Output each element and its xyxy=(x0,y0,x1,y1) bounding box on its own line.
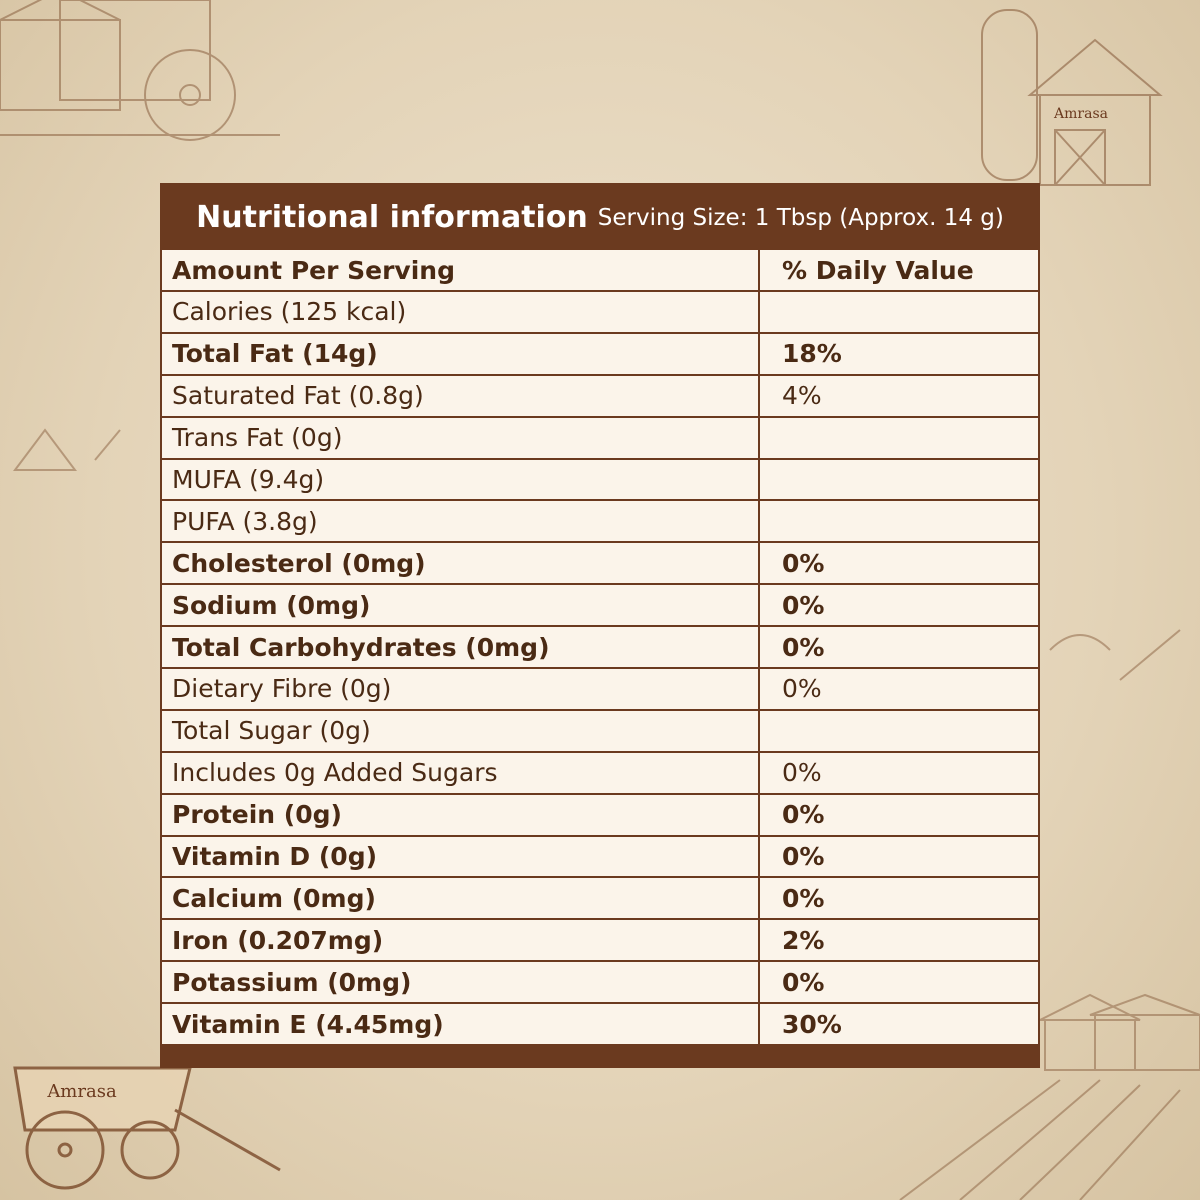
nutrient-name: Potassium (0mg) xyxy=(162,962,760,1003)
nutrition-table: Nutritional information Serving Size: 1 … xyxy=(160,183,1040,1068)
nutrient-name: Total Sugar (0g) xyxy=(162,710,760,751)
table-row: Sodium (0mg) 0% xyxy=(162,585,1038,628)
table-row: Saturated Fat (0.8g) 4% xyxy=(162,375,1038,418)
nutrient-name: Dietary Fibre (0g) xyxy=(162,669,760,709)
table-row: Total Carbohydrates (0mg) 0% xyxy=(162,627,1038,670)
table-row: Calories (125 kcal) xyxy=(162,292,1038,334)
daily-value: 4% xyxy=(782,381,822,411)
daily-value: 0% xyxy=(782,967,825,997)
serving-size: Serving Size: 1 Tbsp (Approx. 14 g) xyxy=(597,204,1004,231)
nutrient-name: Iron (0.207mg) xyxy=(162,920,760,961)
nutrient-name: Includes 0g Added Sugars xyxy=(162,752,760,793)
table-row: Vitamin D (0g) 0% xyxy=(162,836,1038,879)
daily-value: 0% xyxy=(782,674,822,704)
column-header: % Daily Value xyxy=(782,255,974,285)
daily-value: 30% xyxy=(782,1009,842,1039)
table-footer xyxy=(162,1044,1038,1066)
nutrient-name: Total Fat (14g) xyxy=(162,333,760,374)
daily-value: 0% xyxy=(782,800,825,830)
barn-label: Amrasa xyxy=(1053,106,1108,122)
table-row: Trans Fat (0g) xyxy=(162,417,1038,460)
daily-value xyxy=(760,292,1038,332)
daily-value: 18% xyxy=(782,339,842,369)
daily-value: 0% xyxy=(782,590,825,620)
nutrient-name: Trans Fat (0g) xyxy=(162,417,760,458)
nutrient-name: Saturated Fat (0.8g) xyxy=(162,375,760,416)
table-row: MUFA (9.4g) xyxy=(162,459,1038,502)
daily-value: 0% xyxy=(782,883,825,913)
column-header-row: Amount Per Serving % Daily Value xyxy=(162,250,1038,292)
table-row: Total Fat (14g) 18% xyxy=(162,333,1038,376)
daily-value: 0% xyxy=(782,842,825,872)
daily-value xyxy=(760,418,1038,458)
nutrient-name: Vitamin D (0g) xyxy=(162,836,760,877)
daily-value: 0% xyxy=(782,758,822,788)
nutrient-name: Sodium (0mg) xyxy=(162,585,760,626)
nutrient-name: Calcium (0mg) xyxy=(162,878,760,919)
daily-value xyxy=(760,711,1038,751)
table-body: Calories (125 kcal) Total Fat (14g) 18% Sat… xyxy=(162,292,1038,1047)
cart-label: Amrasa xyxy=(46,1081,117,1102)
daily-value xyxy=(760,501,1038,541)
mill-sketch xyxy=(0,0,280,141)
daily-value: 0% xyxy=(782,548,825,578)
nutrient-name: Protein (0g) xyxy=(162,794,760,835)
table-row: Total Sugar (0g) xyxy=(162,710,1038,753)
nutrient-name: Vitamin E (4.45mg) xyxy=(162,1004,760,1045)
table-row: Iron (0.207mg) 2% xyxy=(162,920,1038,963)
daily-value: 0% xyxy=(782,632,825,662)
table-header: Nutritional information Serving Size: 1 … xyxy=(162,185,1038,250)
cart-sketch xyxy=(13,1066,281,1190)
title: Nutritional information xyxy=(196,200,588,235)
table-row: Dietary Fibre (0g) 0% xyxy=(162,669,1038,711)
table-row: Vitamin E (4.45mg) 30% xyxy=(162,1004,1038,1047)
nutrient-name: MUFA (9.4g) xyxy=(162,459,760,500)
daily-value: 2% xyxy=(782,925,825,955)
daily-value xyxy=(760,460,1038,500)
nutrient-name: PUFA (3.8g) xyxy=(162,501,760,542)
table-row: Includes 0g Added Sugars 0% xyxy=(162,752,1038,795)
column-header: Amount Per Serving xyxy=(162,250,760,290)
table-row: Calcium (0mg) 0% xyxy=(162,878,1038,921)
barn-sketch xyxy=(981,9,1163,186)
nutrient-name: Cholesterol (0mg) xyxy=(162,543,760,584)
table-row: PUFA (3.8g) xyxy=(162,501,1038,544)
table-row: Protein (0g) 0% xyxy=(162,794,1038,837)
field-sketch xyxy=(13,428,1200,1200)
nutrient-name: Total Carbohydrates (0mg) xyxy=(162,627,760,668)
table-row: Cholesterol (0mg) 0% xyxy=(162,543,1038,586)
table-row: Potassium (0mg) 0% xyxy=(162,962,1038,1005)
nutrient-name: Calories (125 kcal) xyxy=(162,292,760,332)
